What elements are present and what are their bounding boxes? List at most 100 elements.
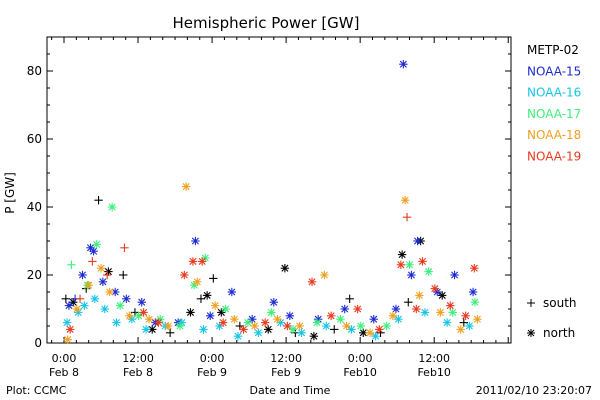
data-point [98, 277, 108, 286]
x-tick-label-date: Feb 8 [49, 366, 79, 379]
x-axis-label: Date and Time [250, 384, 331, 397]
marker-stroke [421, 308, 429, 316]
marker-stroke [336, 315, 344, 323]
data-point [280, 264, 290, 273]
marker-stroke [281, 264, 289, 272]
marker-stroke [462, 312, 470, 320]
marker-stroke [128, 315, 136, 323]
data-point [137, 298, 146, 307]
marker-stroke [451, 271, 459, 279]
marker-stroke [203, 291, 211, 299]
marker-stroke [111, 288, 119, 296]
x-tick-label: 0:00 [200, 352, 225, 365]
data-point [196, 294, 206, 303]
marker-legend-north: north [543, 326, 575, 340]
marker-stroke [465, 322, 473, 330]
series-metp-02 [61, 196, 469, 341]
data-point [139, 308, 148, 317]
marker-stroke [473, 315, 481, 323]
data-point [115, 301, 125, 310]
marker-stroke [254, 329, 262, 337]
data-point [180, 270, 189, 280]
data-point [112, 318, 121, 327]
marker-stroke [277, 319, 285, 327]
legend-noaa-19: NOAA-19 [527, 150, 581, 164]
data-point [199, 325, 208, 334]
data-point [420, 308, 430, 317]
data-point [202, 291, 212, 300]
data-point [295, 321, 304, 331]
legend-metp-02: METP-02 [527, 43, 579, 57]
plot-timestamp: 2011/02/10 23:20:07 [476, 384, 592, 397]
marker-stroke [80, 302, 88, 310]
data-point [371, 332, 380, 341]
marker-stroke [414, 237, 422, 245]
data-point [430, 284, 440, 293]
marker-stroke [122, 295, 130, 303]
x-tick-label-date: Feb10 [343, 366, 376, 379]
data-point [388, 311, 398, 320]
data-point [461, 311, 470, 320]
data-point [181, 182, 191, 191]
data-point [186, 308, 195, 317]
marker-stroke [322, 322, 330, 330]
data-point [105, 287, 114, 297]
data-point [330, 325, 339, 334]
marker-stroke [145, 315, 153, 323]
marker-stroke [176, 322, 184, 330]
data-point [221, 304, 230, 314]
data-point [396, 260, 406, 269]
data-point [273, 315, 282, 324]
marker-stroke [389, 312, 397, 320]
series-noaa-18 [63, 182, 482, 344]
legend-noaa-15: NOAA-15 [527, 64, 581, 78]
data-point [359, 328, 368, 337]
marker-stroke [401, 196, 409, 204]
data-point [64, 301, 74, 310]
marker-stroke [407, 271, 415, 279]
marker-stroke [86, 244, 95, 252]
legend: METP-02 NOAA-15 NOAA-16 NOAA-17 NOAA-18 NOAA-… [527, 43, 581, 164]
data-point [446, 301, 455, 310]
marker-stroke [357, 322, 365, 330]
marker-stroke [343, 322, 351, 330]
data-point [365, 328, 375, 337]
marker-stroke [418, 257, 427, 265]
marker-stroke [219, 319, 227, 327]
marker-stroke [267, 308, 275, 316]
data-point [436, 308, 445, 317]
marker-stroke [397, 261, 405, 269]
marker-stroke [148, 325, 156, 333]
x-tick-label-date: Feb 9 [197, 366, 227, 379]
data-point [470, 264, 479, 273]
x-tick-label: 12:00 [418, 352, 450, 365]
marker-stroke [270, 298, 278, 306]
data-point [340, 304, 349, 314]
data-point [75, 294, 85, 303]
marker-stroke [366, 329, 374, 337]
data-point [102, 270, 112, 280]
data-point [468, 287, 478, 297]
data-point [94, 196, 103, 205]
marker-stroke [164, 322, 172, 330]
marker-stroke [73, 305, 81, 313]
marker-stroke [198, 257, 206, 265]
data-point [104, 267, 113, 276]
data-points [61, 60, 482, 344]
marker-stroke [298, 329, 306, 337]
data-point [269, 298, 278, 307]
data-point [144, 315, 154, 324]
x-tick-label: 12:00 [122, 352, 154, 365]
marker-stroke [74, 308, 82, 316]
data-point [405, 260, 414, 269]
marker-stroke [240, 325, 248, 333]
marker-stroke [251, 322, 259, 330]
marker-stroke [112, 319, 120, 327]
marker-stroke [469, 288, 477, 296]
marker-stroke [341, 305, 349, 313]
series-noaa-15 [64, 60, 478, 327]
data-point [217, 308, 226, 317]
